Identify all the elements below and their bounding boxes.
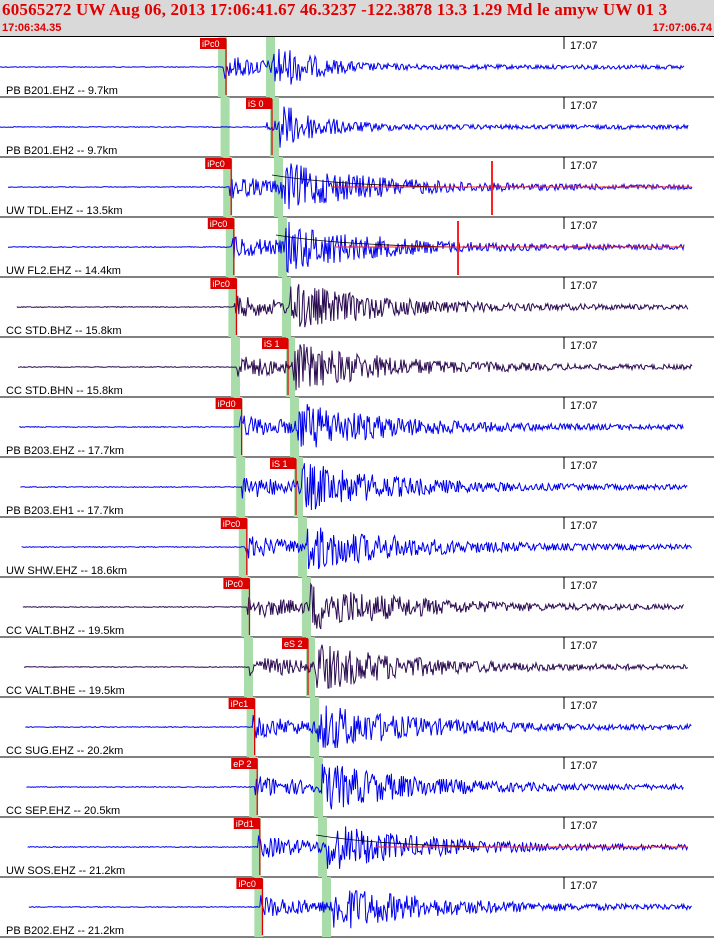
waveform — [19, 404, 684, 448]
trace-label: PB B203.EHZ -- 17.7km — [6, 445, 124, 457]
waveform — [7, 163, 693, 210]
trace-label: UW FL2.EHZ -- 14.4km — [6, 265, 121, 277]
trace-label: CC STD.BHZ -- 15.8km — [6, 325, 122, 337]
pick-label: iPc0 — [238, 879, 256, 889]
minute-tick-label: 17:07 — [570, 460, 598, 472]
pick-label: iPc0 — [207, 159, 225, 169]
minute-tick-label: 17:07 — [570, 760, 598, 772]
waveform — [0, 106, 689, 148]
pick-label: iPc0 — [210, 219, 228, 229]
pick-label: iPc0 — [223, 519, 241, 529]
pick-label: iPd0 — [218, 399, 236, 409]
waveform — [17, 343, 693, 391]
waveform — [22, 582, 685, 630]
s-window — [266, 37, 275, 97]
trace-label: CC SEP.EHZ -- 20.5km — [6, 805, 120, 817]
minute-tick-label: 17:07 — [570, 340, 598, 352]
coda-envelope — [271, 174, 453, 188]
pick-label: iPc0 — [225, 579, 243, 589]
pick-label: iPc0 — [202, 39, 220, 49]
minute-tick-label: 17:07 — [570, 220, 598, 232]
pick-flag — [200, 38, 226, 49]
pick-flag — [246, 98, 272, 109]
minute-tick-label: 17:07 — [570, 100, 598, 112]
trace-label: CC STD.BHN -- 15.8km — [6, 385, 123, 397]
trace-label: PB B202.EHZ -- 21.2km — [6, 925, 124, 937]
trace-label: PB B201.EHZ -- 9.7km — [6, 85, 118, 97]
s-window — [302, 577, 311, 637]
minute-tick-label: 17:07 — [570, 160, 598, 172]
minute-tick-label: 17:07 — [570, 580, 598, 592]
pick-flag — [223, 578, 250, 589]
waveform — [16, 284, 689, 328]
trace-label: UW SOS.EHZ -- 21.2km — [6, 865, 125, 877]
trace-label: CC VALT.BHZ -- 19.5km — [6, 625, 124, 637]
end-time: 17:07:06.74 — [652, 22, 712, 34]
trace-label: PB B201.EH2 -- 9.7km — [6, 145, 117, 157]
event-header: 60565272 UW Aug 06, 2013 17:06:41.67 46.… — [0, 0, 714, 37]
pick-label: iS 1 — [272, 459, 288, 469]
trace-label: CC VALT.BHE -- 19.5km — [6, 685, 125, 697]
pick-flag — [233, 818, 260, 829]
pick-flag — [270, 458, 296, 469]
event-title: 60565272 UW Aug 06, 2013 17:06:41.67 46.… — [2, 0, 668, 19]
minute-tick-label: 17:07 — [570, 400, 598, 412]
waveform — [27, 826, 689, 869]
pick-flag — [215, 398, 242, 409]
coda-envelope — [315, 834, 497, 848]
start-time: 17:06:34.35 — [2, 22, 62, 34]
trace-label: UW TDL.EHZ -- 13.5km — [6, 205, 123, 217]
pick-label: iPc1 — [231, 699, 249, 709]
waveform — [20, 463, 688, 511]
waveform — [21, 527, 692, 570]
waveform — [25, 705, 692, 749]
pick-label: iPd1 — [236, 819, 254, 829]
coda-envelope — [275, 234, 457, 248]
trace-label: PB B203.EH1 -- 17.7km — [6, 505, 123, 517]
minute-tick-label: 17:07 — [570, 700, 598, 712]
pick-flag — [205, 158, 232, 169]
pick-flag — [210, 278, 237, 289]
s-window — [282, 277, 291, 337]
minute-tick-label: 17:07 — [570, 820, 598, 832]
pick-flag — [207, 218, 234, 229]
pick-flag — [282, 638, 308, 649]
minute-tick-label: 17:07 — [570, 640, 598, 652]
pick-flag — [231, 758, 258, 769]
s-window — [314, 757, 323, 817]
waveform — [28, 890, 692, 929]
waveform — [26, 764, 684, 810]
waveform — [0, 48, 685, 85]
minute-tick-label: 17:07 — [570, 280, 598, 292]
pick-label: eS 2 — [284, 639, 303, 649]
pick-flag — [220, 518, 247, 529]
pick-label: iS 0 — [248, 99, 264, 109]
pick-label: iS 1 — [264, 339, 280, 349]
pick-label: eP 2 — [233, 759, 251, 769]
trace-label: CC SUG.EHZ -- 20.2km — [6, 745, 123, 757]
pick-flag — [262, 338, 288, 349]
minute-tick-label: 17:07 — [570, 520, 598, 532]
trace-label: UW SHW.EHZ -- 18.6km — [6, 565, 127, 577]
minute-tick-label: 17:07 — [570, 880, 598, 892]
pick-flag — [236, 878, 263, 889]
pick-flag — [228, 698, 255, 709]
s-window — [278, 217, 287, 277]
s-window — [286, 337, 295, 397]
minute-tick-label: 17:07 — [570, 40, 598, 52]
waveform — [23, 644, 689, 689]
pick-label: iPc0 — [212, 279, 230, 289]
